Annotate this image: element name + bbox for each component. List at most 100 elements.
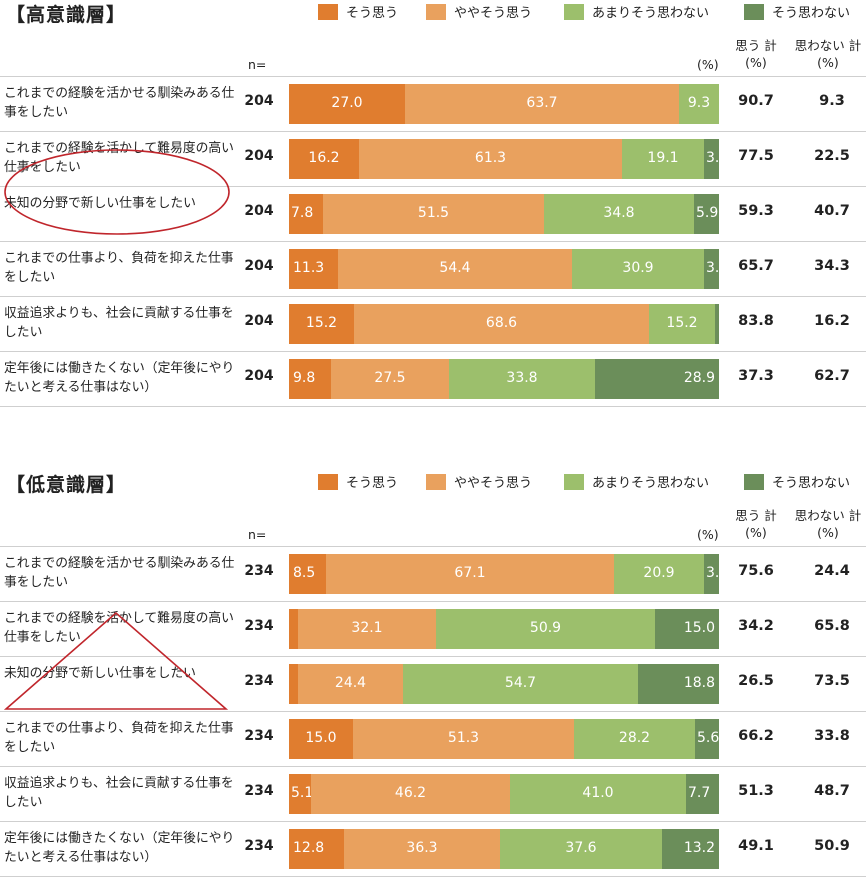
row-divider [0, 546, 866, 547]
row-divider [0, 876, 866, 877]
sum-agree-value: 51.3 [738, 783, 774, 799]
stacked-bar: 27.0 63.7 9.3 [289, 84, 719, 124]
bar-value-label: 27.0 [331, 95, 363, 111]
row-n: 204 [244, 313, 274, 329]
sum-disagree-header-unit: (%) [817, 525, 839, 540]
row-n: 204 [244, 203, 274, 219]
low-awareness-panel: 【低意識層】 そう思う ややそう思う あまりそう思わない そう思わない n= (%) 思う 計… [0, 470, 866, 892]
sum-agree-value: 66.2 [738, 728, 774, 744]
legend-swatch [744, 473, 764, 490]
bar-segment-3: 41.0 [510, 774, 686, 814]
row-label: 定年後には働きたくない（定年後にやりたいと考える仕事はない） [4, 831, 235, 865]
row-n: 204 [244, 148, 274, 164]
bar-segment-4: 3.4 [704, 139, 728, 179]
bar-value-label: 36.3 [406, 840, 438, 856]
row-divider [0, 766, 866, 767]
bar-value-label: 37.6 [565, 840, 597, 856]
table-row: 定年後には働きたくない（定年後にやりたいと考える仕事はない） 204 9.8 27.5… [0, 351, 866, 405]
stacked-bar: 11.3 54.4 30.9 3.4 [289, 249, 728, 289]
bar-value-label: 46.2 [394, 785, 427, 801]
sum-agree-header-label: 思う 計 [735, 508, 777, 523]
bar-segment-4: 18.8 [638, 664, 719, 704]
row-divider [0, 711, 866, 712]
table-row: 収益追求よりも、社会に貢献する仕事をしたい 204 15.2 68.6 15.2 83.8… [0, 296, 866, 350]
legend-label: ややそう思う [454, 476, 533, 491]
sum-agree-value: 59.3 [738, 203, 774, 219]
table-row: これまでの経験を活かせる馴染みある仕事をしたい 234 8.5 67.1 20.9 3.4… [0, 546, 866, 600]
bar-value-label: 16.2 [308, 150, 340, 166]
bar-segment-2: 27.5 [331, 359, 449, 399]
bar-segment-4: 15.0 [655, 609, 719, 649]
bar-value-label: 7.7 [688, 785, 711, 801]
bar-segment-2: 24.4 [298, 664, 403, 704]
sum-disagree-value: 24.4 [814, 563, 850, 579]
table-row: 収益追求よりも、社会に貢献する仕事をしたい 234 5.1 46.2 41.0 7.7 51… [0, 766, 866, 820]
bar-segment-2: 32.1 [298, 609, 436, 649]
bar-value-label: 15.0 [305, 730, 337, 746]
row-label: これまでの経験を活かせる馴染みある仕事をしたい [4, 86, 235, 120]
bar-segment-1 [289, 664, 298, 704]
legend-swatch [426, 3, 446, 20]
bar-value-label: 30.9 [622, 260, 654, 276]
legend-swatch [426, 473, 446, 490]
sum-agree-header-label: 思う 計 [735, 38, 777, 53]
bar-value-label: 68.6 [485, 315, 518, 331]
bar-value-label: 3.4 [706, 150, 729, 166]
legend-label: ややそう思う [454, 6, 533, 21]
n-header: n= [248, 57, 267, 72]
row-divider [0, 131, 866, 132]
bar-value-label: 18.8 [683, 675, 715, 691]
stacked-bar: 7.8 51.5 34.8 5.9 [289, 194, 719, 234]
bar-segment-3: 20.9 [614, 554, 704, 594]
stacked-bar: 5.1 46.2 41.0 7.7 [289, 774, 719, 814]
legend-label: そう思わない [772, 476, 851, 491]
sum-agree-value: 83.8 [738, 313, 774, 329]
bar-value-label: 3.4 [706, 260, 729, 276]
sum-agree-value: 34.2 [738, 618, 774, 634]
bar-segment-3: 54.7 [403, 664, 638, 704]
bar-segment-3: 9.3 [679, 84, 719, 124]
bar-segment-2: 51.5 [323, 194, 544, 234]
bar-value-label: 5.1 [291, 785, 314, 801]
sum-agree-value: 77.5 [738, 148, 774, 164]
bar-value-label: 54.4 [439, 260, 471, 276]
bar-value-label: 8.5 [293, 565, 316, 581]
bar-value-label: 32.1 [351, 620, 383, 636]
sum-disagree-value: 22.5 [814, 148, 850, 164]
bar-segment-1: 8.5 [289, 554, 326, 594]
sum-agree-value: 49.1 [738, 838, 774, 854]
sum-disagree-value: 65.8 [814, 618, 850, 634]
sum-agree-header: 思う 計 (%) [728, 507, 784, 541]
legend-item: そう思う [318, 472, 398, 492]
row-label: 収益追求よりも、社会に貢献する仕事をしたい [4, 776, 234, 810]
legend-item: ややそう思う [426, 472, 532, 492]
table-row: 未知の分野で新しい仕事をしたい 234 24.4 54.7 18.8 26.5 73.5 [0, 656, 866, 710]
sum-disagree-value: 48.7 [814, 783, 850, 799]
percent-header: (%) [697, 57, 719, 72]
bar-segment-4 [715, 304, 719, 344]
chart-title: 【高意識層】 [6, 4, 127, 26]
bar-value-label: 5.6 [697, 730, 720, 746]
row-divider [0, 406, 866, 407]
sum-disagree-value: 34.3 [814, 258, 850, 274]
row-divider [0, 656, 866, 657]
bar-value-label: 51.5 [417, 205, 450, 221]
bar-segment-3: 33.8 [449, 359, 595, 399]
bar-segment-3: 30.9 [572, 249, 704, 289]
legend-label: あまりそう思わない [592, 6, 710, 21]
bar-value-label: 24.4 [334, 675, 367, 691]
bar-value-label: 50.9 [529, 620, 562, 636]
sum-agree-header: 思う 計 (%) [728, 37, 784, 71]
row-label: これまでの経験を活かして難易度の高い仕事をしたい [4, 141, 234, 175]
legend-label: あまりそう思わない [592, 476, 710, 491]
high-awareness-panel: 【高意識層】 そう思う ややそう思う あまりそう思わない そう思わない n= (%) 思う 計… [0, 0, 866, 420]
row-label: これまでの仕事より、負荷を抑えた仕事をしたい [4, 251, 234, 285]
stacked-bar: 32.1 50.9 15.0 [289, 609, 719, 649]
legend-item: ややそう思う [426, 2, 532, 22]
bar-value-label: 33.8 [506, 370, 538, 386]
bar-value-label: 27.5 [374, 370, 406, 386]
bar-value-label: 5.9 [696, 205, 719, 221]
bar-value-label: 12.8 [293, 840, 325, 856]
bar-value-label: 15.0 [683, 620, 715, 636]
sum-agree-value: 37.3 [738, 368, 774, 384]
